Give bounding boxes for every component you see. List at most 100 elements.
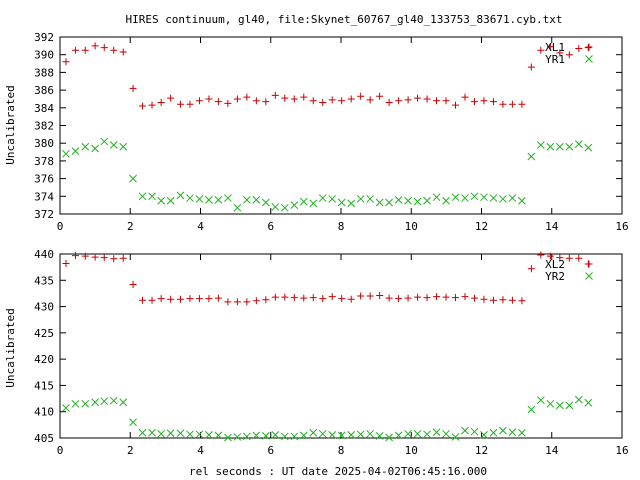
data-point bbox=[461, 194, 469, 202]
data-point bbox=[574, 395, 583, 404]
data-point bbox=[527, 265, 535, 273]
data-point bbox=[148, 101, 156, 109]
data-point bbox=[357, 292, 365, 300]
data-point bbox=[299, 431, 308, 440]
data-point bbox=[195, 97, 203, 105]
data-point bbox=[508, 428, 517, 437]
data-point bbox=[565, 51, 573, 59]
top-y-tick-label: 382 bbox=[34, 120, 54, 133]
data-point bbox=[139, 296, 147, 304]
top-y-tick-label: 372 bbox=[34, 208, 54, 221]
top-x-tick-label: 10 bbox=[405, 220, 418, 233]
top-x-tick-label: 8 bbox=[338, 220, 345, 233]
bottom-y-tick-label: 440 bbox=[34, 248, 54, 261]
data-point bbox=[518, 297, 526, 305]
data-point bbox=[555, 142, 564, 151]
data-point bbox=[281, 94, 289, 102]
data-point bbox=[480, 430, 488, 439]
data-point bbox=[433, 293, 441, 301]
data-point bbox=[91, 398, 99, 407]
data-point bbox=[432, 428, 441, 437]
data-point bbox=[575, 254, 583, 262]
data-point bbox=[62, 259, 70, 267]
top-y-axis-label: Uncalibrated bbox=[4, 85, 17, 164]
data-point bbox=[404, 196, 412, 205]
data-point bbox=[205, 430, 213, 439]
data-point bbox=[395, 295, 403, 303]
data-point bbox=[205, 95, 213, 103]
data-point bbox=[451, 193, 460, 202]
data-point bbox=[167, 94, 175, 102]
bottom-x-tick-label: 6 bbox=[267, 444, 274, 457]
data-point bbox=[328, 96, 336, 104]
data-point bbox=[470, 427, 479, 436]
bottom-legend-marker bbox=[585, 260, 593, 268]
data-point bbox=[470, 294, 478, 302]
data-point bbox=[404, 96, 412, 104]
data-point bbox=[376, 292, 384, 300]
data-point bbox=[233, 433, 242, 441]
data-point bbox=[565, 401, 574, 410]
data-point bbox=[423, 430, 431, 439]
data-point bbox=[366, 292, 374, 300]
data-point bbox=[394, 431, 403, 440]
data-point bbox=[157, 196, 166, 205]
bottom-y-tick-label: 410 bbox=[34, 406, 54, 419]
data-point bbox=[100, 397, 109, 406]
data-point bbox=[119, 142, 128, 151]
top-y-tick-label: 392 bbox=[34, 31, 54, 44]
top-x-tick-label: 12 bbox=[475, 220, 488, 233]
bottom-legend-marker bbox=[585, 272, 593, 280]
data-point bbox=[508, 296, 516, 304]
data-point bbox=[62, 404, 70, 412]
data-point bbox=[347, 199, 356, 208]
top-x-tick-label: 6 bbox=[267, 220, 274, 233]
data-point bbox=[375, 432, 384, 440]
data-point bbox=[356, 430, 365, 439]
data-point bbox=[309, 199, 318, 208]
data-point bbox=[347, 95, 355, 103]
bottom-y-tick-label: 435 bbox=[34, 274, 54, 287]
data-point bbox=[584, 143, 593, 152]
data-point bbox=[328, 195, 337, 203]
data-point bbox=[347, 295, 355, 303]
data-point bbox=[375, 198, 384, 207]
data-point bbox=[452, 101, 460, 109]
data-point bbox=[489, 194, 498, 202]
data-point bbox=[546, 252, 554, 260]
data-point bbox=[100, 44, 108, 52]
data-point bbox=[584, 398, 593, 407]
top-legend-marker bbox=[585, 55, 593, 63]
data-point bbox=[338, 295, 346, 303]
top-y-tick-label: 378 bbox=[34, 155, 54, 168]
data-point bbox=[195, 295, 203, 303]
data-point bbox=[186, 295, 194, 303]
top-x-tick-label: 0 bbox=[57, 220, 64, 233]
top-legend-marker bbox=[585, 43, 593, 51]
data-point bbox=[129, 84, 137, 92]
data-point bbox=[556, 254, 564, 262]
data-point bbox=[110, 46, 118, 54]
data-point bbox=[71, 147, 80, 156]
data-point bbox=[442, 293, 450, 301]
data-point bbox=[224, 433, 232, 442]
data-point bbox=[271, 293, 279, 301]
data-point bbox=[81, 252, 89, 260]
data-point bbox=[233, 95, 241, 103]
data-point bbox=[470, 98, 478, 106]
data-point bbox=[414, 94, 422, 102]
bottom-y-tick-label: 405 bbox=[34, 432, 54, 445]
data-point bbox=[224, 194, 232, 202]
data-point bbox=[138, 192, 147, 201]
data-point bbox=[366, 429, 375, 438]
data-point bbox=[489, 98, 497, 106]
data-point bbox=[385, 433, 393, 442]
data-point bbox=[243, 298, 251, 306]
data-point bbox=[489, 428, 498, 437]
data-point bbox=[290, 95, 298, 103]
data-point bbox=[385, 198, 393, 207]
bottom-legend-label: YR2 bbox=[545, 270, 565, 283]
data-point bbox=[546, 43, 554, 51]
data-point bbox=[575, 45, 583, 53]
